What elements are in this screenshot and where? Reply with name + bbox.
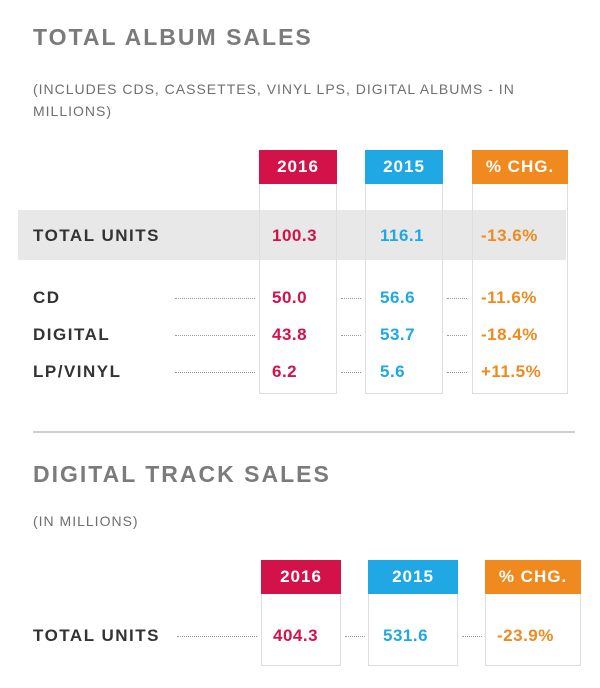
album-sales-title: TOTAL ALBUM SALES xyxy=(33,24,313,50)
total-units-band xyxy=(18,210,566,260)
track-column-header-2016: 2016 xyxy=(261,560,341,594)
row-cd-label: CD xyxy=(33,288,61,307)
track-sales-title: DIGITAL TRACK SALES xyxy=(33,461,331,487)
column-header-2016: 2016 xyxy=(259,150,337,184)
total-units-label: TOTAL UNITS xyxy=(33,226,160,245)
row-vinyl-leader xyxy=(175,372,255,373)
row-digital-2016: 43.8 xyxy=(272,325,308,344)
track-total-leader-2 xyxy=(345,636,365,637)
track-total-2016: 404.3 xyxy=(273,626,319,645)
row-vinyl-chg: +11.5% xyxy=(481,362,542,381)
track-column-header-2015: 2015 xyxy=(368,560,458,594)
row-vinyl-label: LP/VINYL xyxy=(33,362,122,381)
row-vinyl-2016: 6.2 xyxy=(272,362,298,381)
row-digital-chg: -18.4% xyxy=(481,325,538,344)
track-column-2016-frame xyxy=(261,594,341,666)
row-vinyl-2015: 5.6 xyxy=(380,362,406,381)
column-2015-frame xyxy=(365,184,443,394)
track-sales-subtitle: (IN MILLIONS) xyxy=(33,513,139,529)
album-sales-subtitle: (INCLUDES CDS, CASSETTES, VINYL LPS, DIG… xyxy=(33,81,515,119)
row-digital-leader xyxy=(175,335,255,336)
total-units-2016: 100.3 xyxy=(272,226,318,245)
track-total-units-label: TOTAL UNITS xyxy=(33,626,160,645)
track-column-chg-frame xyxy=(485,594,581,666)
row-cd-chg: -11.6% xyxy=(481,288,537,307)
column-chg-frame xyxy=(472,184,568,394)
track-total-leader-3 xyxy=(462,636,482,637)
row-vinyl-leader-2 xyxy=(341,372,361,373)
row-cd-leader xyxy=(175,298,255,299)
column-header-chg: % CHG. xyxy=(472,150,568,184)
track-total-2015: 531.6 xyxy=(383,626,429,645)
track-total-leader xyxy=(177,636,257,637)
row-cd-leader-2 xyxy=(341,298,361,299)
row-cd-2015: 56.6 xyxy=(380,288,416,307)
section-divider xyxy=(33,431,575,433)
track-total-chg: -23.9% xyxy=(497,626,554,645)
row-cd-leader-3 xyxy=(447,298,467,299)
column-2016-frame xyxy=(259,184,337,394)
row-digital-leader-2 xyxy=(341,335,361,336)
total-units-2015: 116.1 xyxy=(380,226,425,245)
track-column-header-chg: % CHG. xyxy=(485,560,581,594)
track-column-2015-frame xyxy=(368,594,458,666)
row-digital-label: DIGITAL xyxy=(33,325,111,344)
row-vinyl-leader-3 xyxy=(447,372,467,373)
column-header-2015: 2015 xyxy=(365,150,443,184)
row-digital-leader-3 xyxy=(447,335,467,336)
row-cd-2016: 50.0 xyxy=(272,288,308,307)
total-units-chg: -13.6% xyxy=(481,226,538,245)
row-digital-2015: 53.7 xyxy=(380,325,416,344)
